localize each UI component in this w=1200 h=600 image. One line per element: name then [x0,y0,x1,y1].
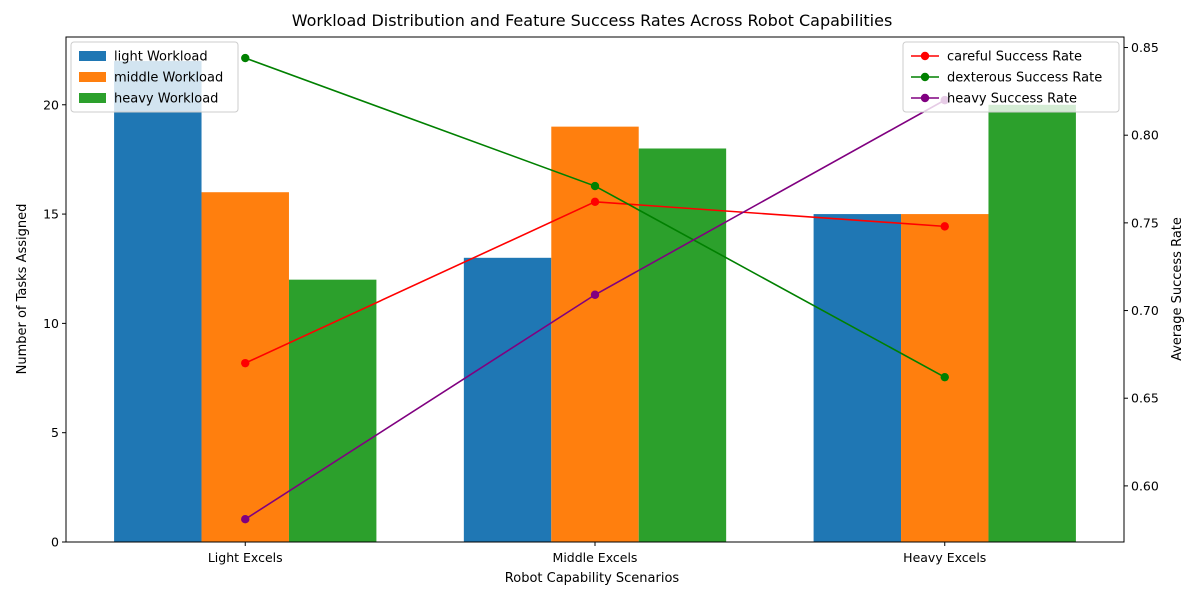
y2-tick-label-2: 0.70 [1131,303,1159,318]
y-tick-label-0: 0 [51,535,59,550]
bar-0-2 [813,214,902,542]
line-legend-marker-1 [920,72,930,82]
line-1-point-0 [241,53,250,63]
y-tick-label-1: 5 [51,425,59,440]
bar-legend-swatch-0 [79,51,106,61]
bar-legend-box [70,41,239,113]
line-legend-label-0: careful Success Rate [947,50,1082,65]
bar-legend-swatch-2 [79,93,106,103]
bar-legend-label-2: heavy Workload [114,92,218,107]
bar-2-0 [288,279,377,542]
x-tick-label-2: Heavy Excels [903,550,986,565]
bar-2-2 [988,104,1076,542]
y2-axis-label: Average Success Rate [1170,217,1185,361]
line-2-point-0 [241,515,250,524]
line-legend: careful Success Rate dexterous Success Ra… [902,41,1120,113]
y-tick-label-3: 15 [43,207,59,222]
line-legend-label-2: heavy Success Rate [947,92,1077,107]
x-tick-label-1: Middle Excels [553,550,638,565]
y2-tick-label-3: 0.75 [1131,215,1159,230]
y2-tick-label-0: 0.60 [1131,478,1159,493]
bar-legend-swatch-1 [79,72,106,82]
line-legend-box [902,41,1120,113]
line-1-point-1 [590,181,600,191]
line-1-point-2 [940,372,949,382]
x-axis-label: Robot Capability Scenarios [505,571,680,586]
bar-0-1 [463,257,552,542]
chart-title: Workload Distribution and Feature Succes… [292,11,893,30]
line-0-point-2 [940,222,949,231]
bar-legend-label-0: light Workload [114,50,208,65]
y2-tick-label-4: 0.80 [1131,128,1159,143]
y2-tick-label-1: 0.65 [1131,391,1159,406]
y-tick-label-2: 10 [43,316,59,331]
plot-area: 0 5 10 15 20 0.60 0.65 0.70 0.75 0.80 0.85 Light Ex… [43,36,1159,565]
bar-legend-label-1: middle Workload [114,71,223,86]
bar-2-1 [638,148,727,542]
line-legend-marker-2 [920,93,930,103]
line-0-point-1 [590,197,600,207]
bar-legend: light Workload middle Workload heavy Workl… [70,41,239,113]
x-tick-label-0: Light Excels [208,550,283,565]
line-legend-label-1: dexterous Success Rate [947,71,1102,86]
y-tick-label-4: 20 [43,97,59,112]
bar-1-1 [551,126,639,543]
line-legend-marker-0 [920,51,930,61]
y2-tick-label-5: 0.85 [1131,40,1159,55]
y-axis-label: Number of Tasks Assigned [15,204,30,375]
line-2-point-1 [590,290,600,299]
line-0-point-0 [241,358,250,368]
bar-0-0 [114,61,202,543]
